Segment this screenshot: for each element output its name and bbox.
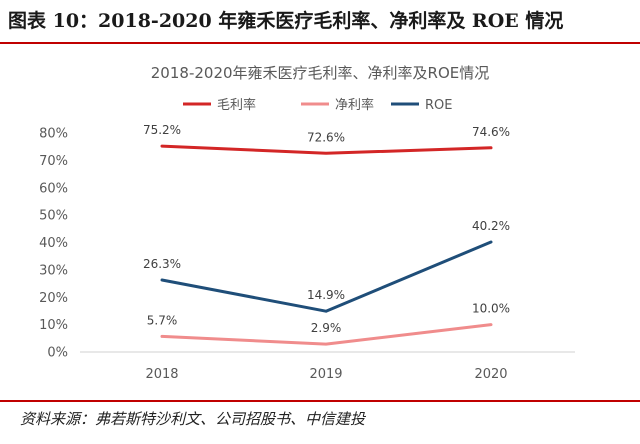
line-chart: 2018-2020年雍禾医疗毛利率、净利率及ROE情况 毛利率 净利率 ROE 0%…: [39, 64, 575, 382]
y-tick-label: 10%: [39, 318, 68, 333]
data-label: 40.2%: [472, 219, 510, 233]
y-tick-label: 40%: [39, 236, 68, 251]
data-label: 14.9%: [307, 288, 345, 302]
series-line: [160, 323, 493, 346]
y-tick-label: 80%: [39, 127, 68, 142]
y-axis: 0% 10% 20% 30% 40% 50% 60% 70% 80%: [39, 127, 68, 361]
series-line: [160, 240, 493, 313]
bottom-rule: [0, 400, 640, 402]
legend-label: ROE: [425, 98, 452, 113]
y-tick-label: 70%: [39, 154, 68, 169]
x-axis: 2018 2019 2020: [80, 351, 575, 382]
data-label: 74.6%: [472, 125, 510, 139]
series-line: [160, 144, 493, 155]
y-tick-label: 30%: [39, 263, 68, 278]
series-group: 75.2% 72.6% 74.6% 5.7% 2.9% 10.0% 26.3% 14.9% 40…: [143, 123, 510, 346]
legend-label: 毛利率: [217, 97, 256, 113]
data-label: 72.6%: [307, 130, 345, 144]
x-tick-label: 2018: [145, 367, 178, 382]
data-label: 2.9%: [311, 321, 342, 335]
data-label: 10.0%: [472, 302, 510, 316]
legend-label: 净利率: [335, 97, 374, 113]
data-label: 75.2%: [143, 123, 181, 137]
y-tick-label: 0%: [47, 346, 68, 361]
x-tick-label: 2019: [309, 367, 342, 382]
legend: 毛利率 净利率 ROE: [183, 97, 452, 113]
y-tick-label: 60%: [39, 181, 68, 196]
data-label: 26.3%: [143, 257, 181, 271]
top-rule: [0, 42, 640, 44]
y-tick-label: 20%: [39, 291, 68, 306]
data-label: 5.7%: [147, 313, 178, 327]
chart-title: 2018-2020年雍禾医疗毛利率、净利率及ROE情况: [151, 64, 489, 82]
figure-title: 图表 10：2018-2020 年雍禾医疗毛利率、净利率及 ROE 情况: [8, 10, 564, 32]
y-tick-label: 50%: [39, 209, 68, 224]
source-note: 资料来源：弗若斯特沙利文、公司招股书、中信建投: [20, 410, 366, 428]
x-tick-label: 2020: [474, 367, 507, 382]
